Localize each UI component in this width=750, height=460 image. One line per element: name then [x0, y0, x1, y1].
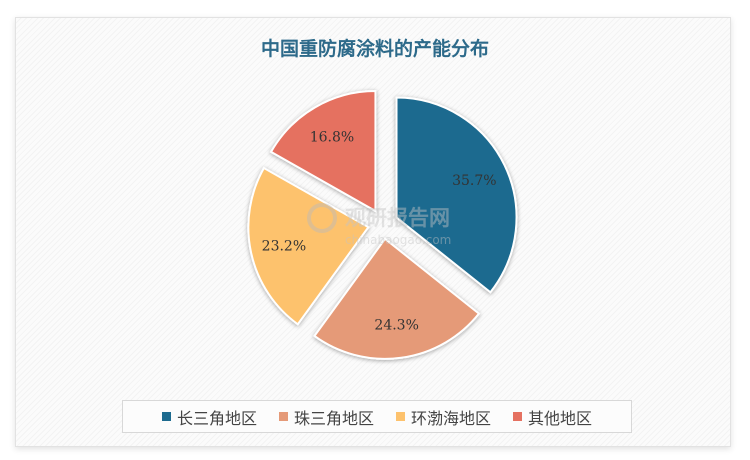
- svg-text:观研报告网: 观研报告网: [345, 206, 450, 230]
- legend-label: 长三角地区: [176, 408, 257, 428]
- chart-card: [15, 17, 731, 447]
- data-label: 35.7%: [452, 173, 496, 189]
- legend-item: 珠三角地区: [278, 405, 374, 429]
- pie-slice-4: [269, 90, 377, 213]
- legend-swatch: [161, 412, 171, 421]
- pie-slice-3: [247, 166, 370, 326]
- legend-item: 其他地区: [513, 405, 592, 429]
- svg-text:chinabaogao.com: chinabaogao.com: [345, 233, 451, 247]
- watermark: 观研报告网 chinabaogao.com: [307, 203, 451, 247]
- data-label: 16.8%: [310, 129, 354, 145]
- legend-swatch: [513, 412, 523, 421]
- legend-item: 长三角地区: [161, 405, 257, 429]
- legend-label: 珠三角地区: [293, 408, 374, 428]
- pie-slice-2: [313, 237, 481, 360]
- pie-slice-1: [395, 96, 518, 294]
- chart-title: 中国重防腐涂料的产能分布: [260, 38, 489, 60]
- data-label: 23.2%: [262, 238, 306, 254]
- legend-item: 环渤海地区: [396, 405, 491, 429]
- legend-swatch: [278, 412, 288, 421]
- data-label: 24.3%: [374, 317, 418, 333]
- legend-label: 环渤海地区: [411, 408, 492, 428]
- legend: 长三角地区 珠三角地区 环渤海地区 其他地区: [122, 400, 632, 433]
- legend-swatch: [396, 412, 405, 421]
- legend-label: 其他地区: [528, 408, 593, 428]
